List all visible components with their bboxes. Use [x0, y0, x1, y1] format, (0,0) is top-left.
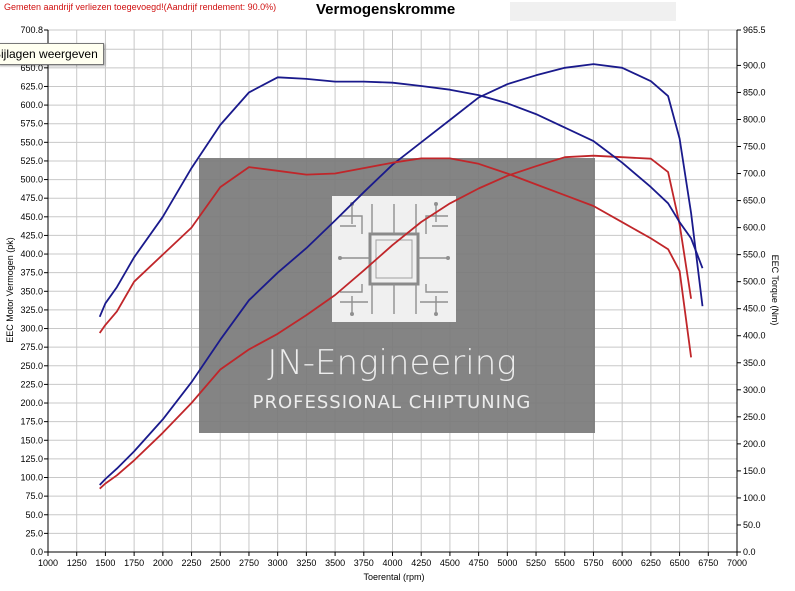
- watermark-name: JN-Engineering: [267, 343, 516, 383]
- y-tick-label: 100.0: [20, 473, 43, 483]
- y-tick-label: 200.0: [20, 398, 43, 408]
- y-tick-label: 350.0: [20, 286, 43, 296]
- y2-tick-label: 800.0: [743, 114, 766, 124]
- y-tick-label: 50.0: [25, 510, 43, 520]
- y-tick-label: 600.0: [20, 100, 43, 110]
- y2-tick-label: 600.0: [743, 223, 766, 233]
- x-tick-label: 5750: [583, 558, 603, 568]
- y2-tick-label: 250.0: [743, 412, 766, 422]
- y2-tick-label: 50.0: [743, 520, 761, 530]
- y2-tick-label: 750.0: [743, 142, 766, 152]
- y2-tick-label: 850.0: [743, 87, 766, 97]
- y2-tick-label: 965.5: [743, 25, 766, 35]
- y-tick-label: 150.0: [20, 435, 43, 445]
- y2-tick-label: 0.0: [743, 547, 756, 557]
- y2-tick-label: 150.0: [743, 466, 766, 476]
- y-tick-label: 575.0: [20, 119, 43, 129]
- y2-axis-label: EEC Torque (Nm): [770, 255, 780, 326]
- y-tick-label: 275.0: [20, 342, 43, 352]
- y2-tick-label: 550.0: [743, 250, 766, 260]
- y-tick-label: 450.0: [20, 212, 43, 222]
- x-tick-label: 4000: [382, 558, 402, 568]
- x-tick-label: 6250: [641, 558, 661, 568]
- y-tick-label: 400.0: [20, 249, 43, 259]
- x-tick-label: 1750: [124, 558, 144, 568]
- chart-subtitle: Gemeten aandrijf verliezen toegevoegd!(A…: [4, 2, 277, 12]
- chart-title: Vermogenskromme: [316, 1, 456, 18]
- y2-tick-label: 900.0: [743, 60, 766, 70]
- torque-series-red-line: [98, 157, 692, 358]
- x-tick-label: 7000: [727, 558, 747, 568]
- chip-logo-icon: [332, 196, 456, 322]
- y2-tick-label: 200.0: [743, 439, 766, 449]
- title-bar-field: [510, 2, 676, 21]
- y-tick-label: 125.0: [20, 454, 43, 464]
- y2-tick-label: 500.0: [743, 277, 766, 287]
- y2-tick-label: 100.0: [743, 493, 766, 503]
- torque-series-blue-line: [98, 76, 704, 318]
- y-tick-label: 375.0: [20, 268, 43, 278]
- x-tick-label: 1500: [95, 558, 115, 568]
- watermark: JN-Engineering PROFESSIONAL CHIPTUNING: [199, 158, 595, 433]
- y-tick-label: 0.0: [30, 547, 43, 557]
- y-tick-label: 75.0: [25, 491, 43, 501]
- y-tick-label: 425.0: [20, 230, 43, 240]
- y2-tick-label: 700.0: [743, 169, 766, 179]
- x-tick-label: 6500: [670, 558, 690, 568]
- x-tick-label: 6000: [612, 558, 632, 568]
- x-tick-label: 6750: [698, 558, 718, 568]
- x-tick-label: 3750: [354, 558, 374, 568]
- y2-tick-label: 650.0: [743, 196, 766, 206]
- x-tick-label: 3250: [296, 558, 316, 568]
- x-tick-label: 4500: [440, 558, 460, 568]
- y2-tick-label: 350.0: [743, 358, 766, 368]
- power-series-blue-line: [99, 63, 704, 486]
- x-tick-label: 2000: [153, 558, 173, 568]
- x-axis-label: Toerental (rpm): [363, 572, 424, 582]
- y2-tick-label: 300.0: [743, 385, 766, 395]
- data-series: [98, 63, 704, 490]
- y-tick-label: 300.0: [20, 324, 43, 334]
- x-tick-label: 2750: [239, 558, 259, 568]
- y-tick-label: 175.0: [20, 417, 43, 427]
- y-tick-label: 325.0: [20, 305, 43, 315]
- y-tick-label: 625.0: [20, 81, 43, 91]
- x-tick-label: 5250: [526, 558, 546, 568]
- x-tick-label: 1000: [38, 558, 58, 568]
- x-tick-label: 1250: [67, 558, 87, 568]
- y-tick-label: 525.0: [20, 156, 43, 166]
- y-tick-label: 500.0: [20, 175, 43, 185]
- y-tick-label: 25.0: [25, 528, 43, 538]
- tick-labels: 1000 1250 1500 1750 2000 2250 2500 2750 3000 3250…: [20, 25, 765, 568]
- y-tick-label: 650.0: [20, 63, 43, 73]
- y-axis-label: EEC Motor Vermogen (pk): [5, 237, 15, 343]
- x-tick-label: 5000: [497, 558, 517, 568]
- x-tick-label: 4750: [469, 558, 489, 568]
- tooltip-show-attachments[interactable]: Bijlagen weergeven: [0, 43, 104, 65]
- y-tick-label: 700.8: [20, 25, 43, 35]
- y-tick-label: 550.0: [20, 137, 43, 147]
- y-tick-label: 225.0: [20, 379, 43, 389]
- x-tick-label: 4250: [411, 558, 431, 568]
- watermark-tagline: PROFESSIONAL CHIPTUNING: [253, 392, 532, 413]
- x-tick-label: 2500: [210, 558, 230, 568]
- x-tick-label: 2250: [182, 558, 202, 568]
- power-series-red-line: [99, 154, 692, 490]
- x-tick-label: 3500: [325, 558, 345, 568]
- y2-tick-label: 400.0: [743, 331, 766, 341]
- y-tick-label: 250.0: [20, 361, 43, 371]
- axes: [44, 29, 741, 556]
- x-tick-label: 3000: [268, 558, 288, 568]
- y2-tick-label: 450.0: [743, 304, 766, 314]
- x-tick-label: 5500: [555, 558, 575, 568]
- y-tick-label: 475.0: [20, 193, 43, 203]
